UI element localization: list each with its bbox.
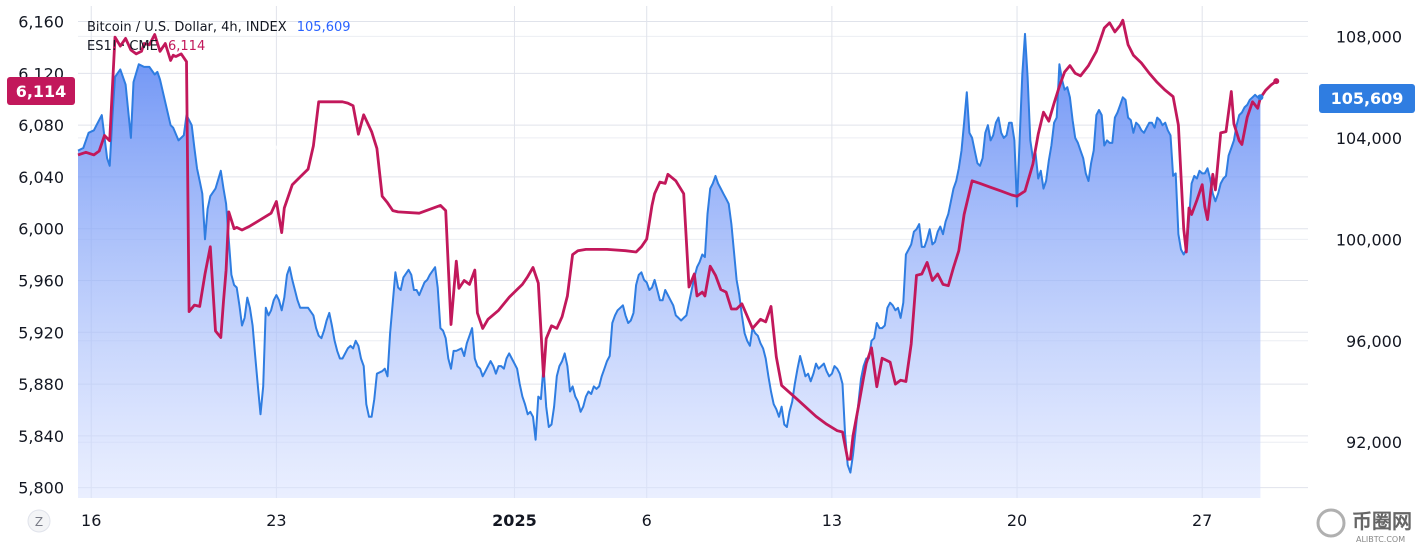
x-tick-label: 16 xyxy=(81,511,101,530)
legend-item-btc-label: Bitcoin / U.S. Dollar, 4h, INDEX xyxy=(87,20,287,35)
right-tick-label: 96,000 xyxy=(1346,332,1402,351)
bottom-axis[interactable]: 16 23 2025 6 13 20 27 xyxy=(81,511,1212,530)
logo-text: 币圈网 xyxy=(1352,509,1412,533)
legend: Bitcoin / U.S. Dollar, 4h, INDEX 105,609… xyxy=(87,20,351,54)
btc-last-value-text: 105,609 xyxy=(1331,89,1404,108)
btc-area xyxy=(78,33,1261,499)
x-tick-label: 20 xyxy=(1007,511,1027,530)
left-tick-label: 6,080 xyxy=(18,116,64,135)
left-tick-label: 6,040 xyxy=(18,168,64,187)
es-last-value-badge: 6,114 xyxy=(7,77,75,105)
left-tick-label: 6,160 xyxy=(18,13,64,32)
left-tick-label: 6,000 xyxy=(18,220,64,239)
right-tick-label: 108,000 xyxy=(1336,27,1402,46)
x-tick-label: 2025 xyxy=(492,511,537,530)
legend-item-btc-value: 105,609 xyxy=(297,20,351,35)
es-last-point xyxy=(1273,78,1280,85)
x-tick-label: 23 xyxy=(266,511,286,530)
series-layer xyxy=(77,18,1280,499)
btc-line[interactable] xyxy=(77,32,1261,474)
x-tick-label: 6 xyxy=(642,511,652,530)
x-tick-label: 13 xyxy=(822,511,842,530)
es-line[interactable] xyxy=(77,18,1278,461)
left-tick-label: 5,920 xyxy=(18,323,64,342)
left-tick-label: 5,960 xyxy=(18,271,64,290)
svg-text:Bitcoin / U.S. Dollar, 4h, IND: Bitcoin / U.S. Dollar, 4h, INDEX 105,609 xyxy=(87,20,351,35)
btc-last-value-badge: 105,609 xyxy=(1319,84,1415,113)
right-tick-label: 104,000 xyxy=(1336,129,1402,148)
x-tick-label: 27 xyxy=(1192,511,1212,530)
svg-text:ES1! · CME 6,114: ES1! · CME 6,114 xyxy=(87,39,205,54)
legend-item-es-value: 6,114 xyxy=(168,39,205,54)
right-tick-label: 100,000 xyxy=(1336,230,1402,249)
logo-subtext: ALIBTC.COM xyxy=(1356,535,1405,544)
left-tick-label: 5,840 xyxy=(18,427,64,446)
left-tick-label: 5,880 xyxy=(18,375,64,394)
watermark-text: ALIBTC.COM xyxy=(219,143,343,164)
es-last-value-text: 6,114 xyxy=(16,82,67,101)
auto-scale-label: Z xyxy=(35,515,43,529)
btc-last-point xyxy=(1257,94,1264,101)
logo-mark-icon xyxy=(1316,508,1346,538)
right-axis[interactable]: 92,000 96,000 100,000 104,000 108,000 xyxy=(1336,27,1402,452)
auto-scale-button[interactable]: Z xyxy=(27,509,51,533)
legend-item-es-label: ES1! · CME xyxy=(87,39,158,54)
site-logo: 币圈网 ALIBTC.COM xyxy=(1316,508,1412,544)
left-tick-label: 5,800 xyxy=(18,479,64,498)
right-tick-label: 92,000 xyxy=(1346,433,1402,452)
